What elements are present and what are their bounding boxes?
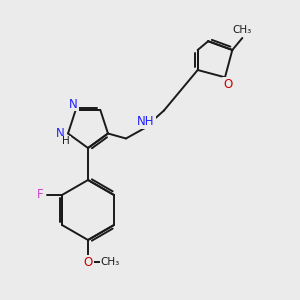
Text: H: H [62, 136, 70, 146]
Text: CH₃: CH₃ [100, 257, 120, 267]
Text: N: N [56, 127, 64, 140]
Text: CH₃: CH₃ [233, 25, 252, 35]
Text: NH: NH [137, 115, 155, 128]
Text: N: N [69, 98, 78, 110]
Text: F: F [37, 188, 43, 202]
Text: O: O [224, 78, 232, 91]
Text: O: O [83, 256, 93, 268]
